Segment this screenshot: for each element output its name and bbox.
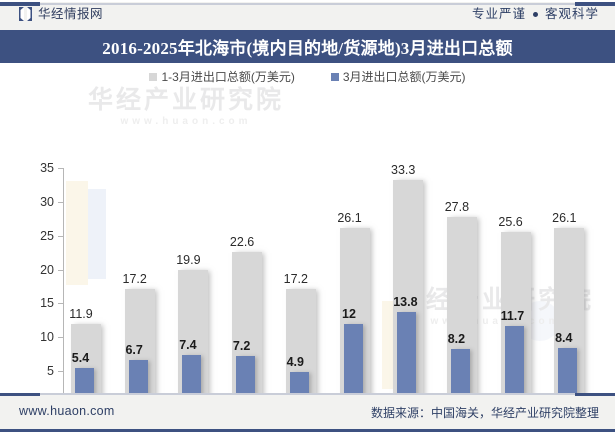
bar-value-label-month: 4.9 [286,354,304,369]
bar-month[interactable] [504,325,524,393]
bar-month[interactable] [236,356,256,393]
brand[interactable]: 华经情报网 [19,7,103,21]
legend-item-total[interactable]: 1-3月进出口总额(万美元) [149,68,295,85]
legend-swatch-total [149,72,158,81]
bar-group: 17.26.72017年3月 [117,168,171,393]
y-axis-label: 35 [40,161,54,175]
bar-value-label-total: 25.6 [498,214,523,229]
bar-value-label-month: 5.4 [71,351,90,366]
bar-value-label-total: 17.2 [122,271,147,286]
site-footer: www.huaon.com 数据来源：中国海关，华经产业研究院整理 [0,393,615,432]
bar-value-label-total: 27.8 [444,199,470,214]
legend-label-month: 3月进出口总额(万美元) [342,70,466,84]
chart-title-bar: 2016-2025年北海市(境内目的地/货源地)3月进出口总额 [0,30,615,63]
header-rule-left [0,2,40,6]
bar-group: 22.67.22019年3月 [224,168,278,393]
bar-month[interactable] [558,348,578,393]
bar-month[interactable] [450,349,470,393]
legend-item-month[interactable]: 3月进出口总额(万美元) [330,68,466,85]
bar-group: 26.1122021年3月 [332,168,386,393]
y-axis-tick [58,371,63,373]
y-axis-tick [58,235,63,237]
bar-value-label-total: 33.3 [391,162,416,177]
plot-area: 05101520253035 11.95.42016年3月17.26.72017… [40,161,600,393]
tagline-left: 专业严谨 [471,7,526,21]
legend-swatch-month [330,72,339,81]
brand-name: 华经情报网 [38,6,104,21]
header-tagline: 专业严谨 客观科学 [472,8,599,21]
bar-month[interactable] [397,311,417,393]
bar-group: 25.611.72024年3月 [493,168,547,393]
page-title: 2016-2025年北海市(境内目的地/货源地)3月进出口总额 [102,39,513,58]
site-header: 华经情报网 专业严谨 客观科学 [0,0,615,30]
y-axis-label: 25 [40,228,54,243]
footer-site-url[interactable]: www.huaon.com [19,404,115,418]
bar-value-label-total: 22.6 [229,234,255,249]
bar-value-label-month: 11.7 [500,308,525,323]
bar-month[interactable] [75,368,94,393]
bullet-dot-icon [532,11,538,17]
y-axis-tick [58,337,63,339]
chart-canvas: 华经产业研究院 www.huaon.com 华经产业研究院 www.huaon.… [0,63,615,393]
huaon-bowtie-logo-icon [19,7,32,21]
bar-value-label-total: 11.9 [69,307,93,322]
bar-value-label-total: 26.1 [337,211,362,226]
bar-value-label-month: 6.7 [125,342,143,357]
bar-month[interactable] [289,371,309,393]
bar-group: 27.88.22023年3月 [439,168,493,393]
bar-month[interactable] [343,323,363,393]
y-axis-tick [58,168,63,169]
y-axis-label: 5 [47,364,54,379]
bar-groups: 11.95.42016年3月17.26.72017年3月19.97.42018年… [63,163,600,393]
bar-group: 33.313.82022年3月 [385,163,439,393]
y-axis-label: 10 [40,330,54,345]
footer-rule [0,393,615,395]
watermark-top: 华经产业研究院 www.huaon.com [88,85,284,129]
bar-month[interactable] [128,359,148,393]
chart-legend: 1-3月进出口总额(万美元) 3月进出口总额(万美元) [0,68,615,85]
watermark-line1: 华经产业研究院 [88,86,285,114]
bar-value-label-month: 8.4 [555,331,573,346]
bar-value-label-total: 26.1 [552,211,577,226]
y-axis-label: 15 [40,296,54,311]
footer-data-source: 数据来源：中国海关，华经产业研究院整理 [370,406,599,420]
bar-group: 19.97.42018年3月 [170,168,224,393]
bar-group: 11.95.42016年3月 [63,168,117,393]
header-rule-right [575,2,615,6]
bar-value-label-month: 13.8 [393,294,418,309]
y-axis-label: 30 [40,194,54,209]
watermark-line2: www.huaon.com [120,116,252,128]
y-axis-tick [58,201,63,203]
footer-rule-right [575,393,615,396]
legend-label-total: 1-3月进出口总额(万美元) [161,70,295,84]
y-axis-tick [58,269,63,271]
bar-value-label-month: 12 [342,306,356,321]
y-axis-line [63,168,64,393]
bar-value-label-month: 7.4 [179,337,197,352]
bar-value-label-month: 8.2 [447,332,466,347]
bar-value-label-total: 19.9 [176,253,201,268]
bar-value-label-total: 17.2 [283,271,308,286]
footer-rule-left [0,393,40,396]
y-axis-tick [58,303,63,305]
header-rule-mid [40,3,575,5]
bar-value-label-month: 7.2 [232,339,251,354]
bar-month[interactable] [182,354,202,393]
bar-group: 17.24.92020年3月 [278,168,332,393]
y-axis-label: 20 [40,262,54,277]
bar-group: 26.18.42025年3月 [546,168,600,393]
tagline-right: 客观科学 [544,7,599,21]
